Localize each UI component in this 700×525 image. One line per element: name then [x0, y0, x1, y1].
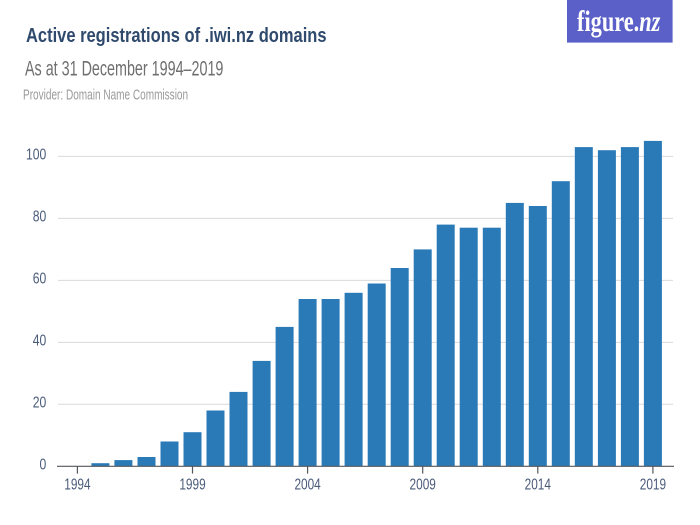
- svg-text:Provider: Domain Name Commissi: Provider: Domain Name Commission: [23, 85, 188, 103]
- svg-text:100: 100: [26, 146, 46, 164]
- svg-text:2009: 2009: [410, 475, 436, 493]
- svg-text:20: 20: [33, 394, 47, 412]
- svg-text:2019: 2019: [640, 475, 666, 493]
- svg-text:60: 60: [33, 270, 47, 288]
- svg-text:Active registrations of .iwi.n: Active registrations of .iwi.nz domains: [26, 23, 327, 46]
- svg-text:1999: 1999: [179, 475, 205, 493]
- svg-text:40: 40: [33, 332, 47, 350]
- svg-text:1994: 1994: [64, 475, 90, 493]
- svg-text:80: 80: [33, 208, 47, 226]
- svg-text:0: 0: [40, 456, 47, 474]
- svg-text:As at 31 December 1994–2019: As at 31 December 1994–2019: [25, 57, 223, 80]
- svg-text:2014: 2014: [525, 475, 551, 493]
- svg-text:2004: 2004: [294, 475, 320, 493]
- svg-text:figure.nz: figure.nz: [577, 4, 661, 38]
